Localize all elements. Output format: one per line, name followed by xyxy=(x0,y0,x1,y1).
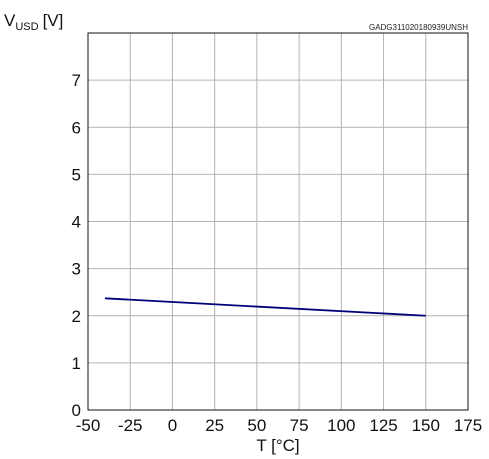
x-tick-label: 50 xyxy=(247,416,266,435)
series-line xyxy=(104,297,426,317)
y-axis-label-main: V xyxy=(4,11,16,30)
x-tick-label: 0 xyxy=(168,416,177,435)
x-tick-label: 75 xyxy=(290,416,309,435)
x-tick-labels: -50 -25 0 25 50 75 100 125 150 175 xyxy=(76,416,482,435)
x-axis-label: T [°C] xyxy=(256,436,299,455)
y-axis-label: VUSD [V] xyxy=(4,11,63,33)
y-tick-label: 1 xyxy=(72,354,81,373)
x-tick-label: -50 xyxy=(76,416,101,435)
y-tick-label: 0 xyxy=(72,401,81,420)
plot-frame xyxy=(87,32,469,411)
x-tick-label: 125 xyxy=(369,416,397,435)
y-tick-label: 7 xyxy=(72,71,81,90)
x-tick-label: -25 xyxy=(118,416,143,435)
x-tick-label: 150 xyxy=(412,416,440,435)
x-tick-label: 175 xyxy=(454,416,482,435)
x-tick-label: 100 xyxy=(327,416,355,435)
y-tick-label: 5 xyxy=(72,165,81,184)
y-tick-labels: 0 1 2 3 4 5 6 7 xyxy=(72,71,81,420)
y-tick-label: 2 xyxy=(72,307,81,326)
x-tick-label: 25 xyxy=(205,416,224,435)
y-axis-label-unit: [V] xyxy=(43,11,64,30)
figure-code: GADG311020180939UNSH xyxy=(369,23,468,32)
grid xyxy=(88,33,468,410)
series-group xyxy=(104,297,426,317)
y-tick-label: 4 xyxy=(72,213,81,232)
y-tick-label: 6 xyxy=(72,118,81,137)
y-axis-label-sub: USD xyxy=(15,21,38,33)
y-tick-label: 3 xyxy=(72,260,81,279)
